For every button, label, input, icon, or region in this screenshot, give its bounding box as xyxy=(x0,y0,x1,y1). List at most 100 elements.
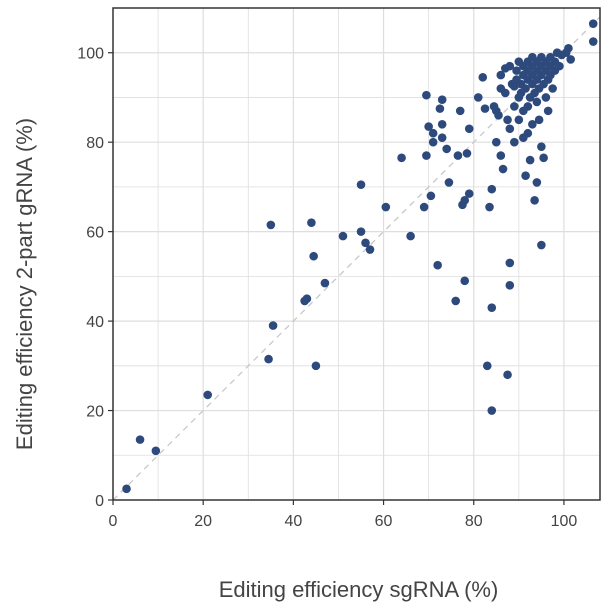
data-point xyxy=(505,61,515,71)
x-tick-label: 40 xyxy=(284,513,302,530)
data-point xyxy=(503,370,512,380)
data-point xyxy=(424,122,433,131)
data-point xyxy=(442,144,451,154)
data-point xyxy=(505,124,515,134)
y-axis-ticks: 0 20 40 60 80 100 xyxy=(77,46,113,510)
data-point xyxy=(512,66,521,75)
data-point xyxy=(498,164,508,174)
y-axis-title: Editing efficiency 2-part gRNA (%) xyxy=(12,118,37,450)
data-point xyxy=(361,238,370,248)
data-point xyxy=(485,202,494,212)
x-tick-label: 20 xyxy=(194,513,212,530)
data-point xyxy=(464,189,474,198)
data-point xyxy=(491,137,501,147)
data-point xyxy=(537,240,546,250)
data-point xyxy=(510,81,519,91)
data-point xyxy=(537,142,546,151)
data-point xyxy=(473,93,483,102)
data-point xyxy=(564,43,573,53)
data-point xyxy=(528,119,537,129)
data-point xyxy=(505,258,515,268)
y-tick-label: 100 xyxy=(77,46,104,63)
data-point xyxy=(521,171,530,181)
data-point xyxy=(453,151,463,160)
data-point xyxy=(320,278,330,288)
data-point xyxy=(501,88,510,98)
y-tick-label: 0 xyxy=(95,493,104,510)
data-point xyxy=(460,276,470,286)
data-point xyxy=(135,435,145,444)
data-point xyxy=(503,115,512,125)
data-point xyxy=(302,294,312,304)
data-point xyxy=(523,128,533,138)
data-point xyxy=(264,354,273,364)
plot-frame xyxy=(112,7,601,501)
y-tick-label: 20 xyxy=(86,404,104,421)
x-tick-label: 0 xyxy=(109,513,118,530)
data-point xyxy=(588,19,598,28)
data-point xyxy=(555,61,564,71)
data-point xyxy=(268,321,278,330)
data-point xyxy=(311,361,321,371)
y-tick-label: 40 xyxy=(86,314,104,331)
data-point xyxy=(462,149,472,158)
data-point xyxy=(532,178,542,187)
data-point xyxy=(496,70,506,80)
data-point xyxy=(534,115,544,125)
data-point xyxy=(203,390,212,400)
x-tick-label: 80 xyxy=(465,513,483,530)
data-point xyxy=(566,55,575,64)
data-point xyxy=(494,111,503,120)
data-point xyxy=(588,37,598,46)
data-point xyxy=(151,446,161,456)
data-point xyxy=(514,115,524,125)
data-point xyxy=(437,133,447,143)
data-point xyxy=(521,84,530,93)
data-point xyxy=(338,231,348,241)
data-point xyxy=(437,119,447,129)
data-point xyxy=(487,184,497,194)
data-point xyxy=(482,361,492,371)
data-point xyxy=(356,180,366,189)
data-point xyxy=(455,106,465,116)
data-point xyxy=(426,191,436,201)
identity-reference-line xyxy=(112,16,601,501)
data-point xyxy=(480,104,490,113)
data-point xyxy=(309,251,318,261)
data-point xyxy=(539,153,548,163)
x-axis-ticks: 0 20 40 60 80 100 xyxy=(109,500,578,530)
data-point xyxy=(460,196,470,205)
data-point xyxy=(356,227,366,236)
data-point xyxy=(543,106,553,116)
data-point xyxy=(505,281,515,290)
data-point xyxy=(397,153,406,163)
data-point xyxy=(433,260,442,270)
data-point xyxy=(419,202,429,212)
data-point xyxy=(523,102,533,111)
data-point xyxy=(510,137,519,147)
data-point xyxy=(435,104,445,113)
data-point xyxy=(266,220,276,230)
data-point xyxy=(487,303,497,312)
data-points xyxy=(122,19,598,494)
x-axis-title: Editing efficiency sgRNA (%) xyxy=(219,577,499,602)
data-point xyxy=(428,137,438,147)
data-point xyxy=(381,202,391,212)
x-tick-label: 100 xyxy=(551,513,578,530)
y-tick-label: 60 xyxy=(86,225,104,242)
data-point xyxy=(532,97,542,107)
data-point xyxy=(422,90,431,100)
y-tick-label: 80 xyxy=(86,135,104,152)
data-point xyxy=(365,245,375,254)
x-tick-label: 60 xyxy=(375,513,393,530)
data-point xyxy=(510,102,519,111)
data-point xyxy=(451,296,461,306)
data-point xyxy=(548,84,557,93)
data-point xyxy=(307,218,316,227)
data-point xyxy=(525,155,535,165)
data-point xyxy=(428,128,438,138)
data-point xyxy=(406,231,415,241)
data-point xyxy=(478,73,488,82)
data-point xyxy=(541,93,551,102)
